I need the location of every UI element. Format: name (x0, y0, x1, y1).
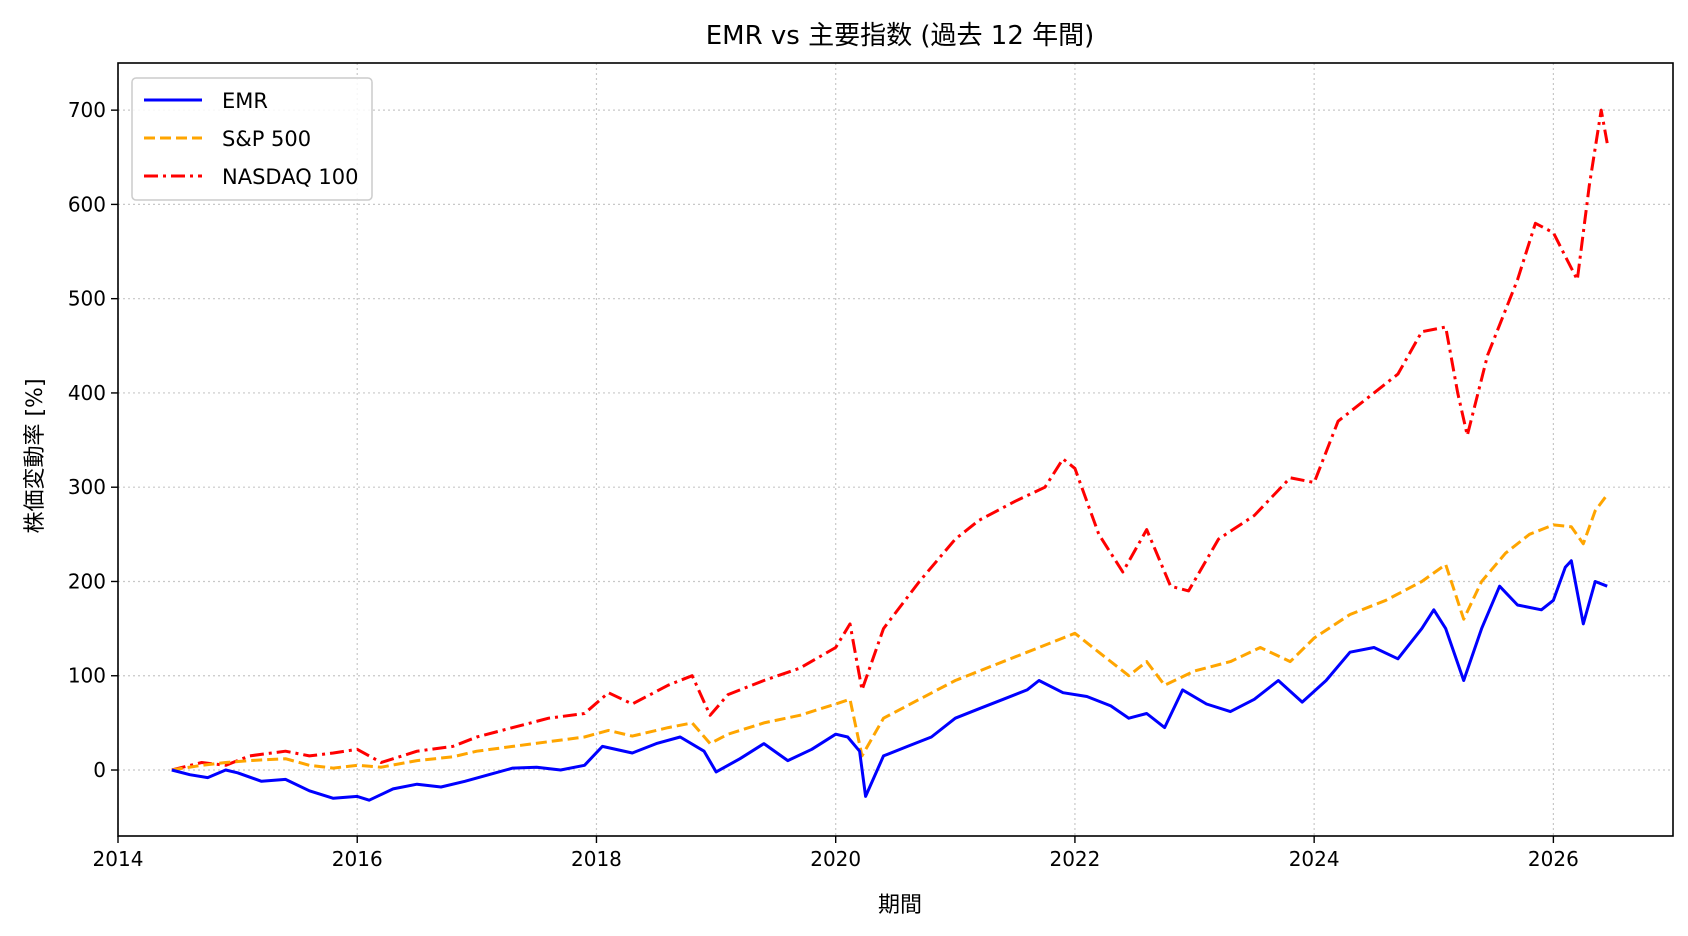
x-tick-label: 2020 (810, 847, 861, 871)
y-axis-label: 株価変動率 [%] (23, 378, 48, 533)
plot-frame (117, 62, 1674, 837)
y-tick-label: 100 (68, 664, 106, 688)
series-line-nasdaq-100 (171, 108, 1609, 772)
y-tick-label: 300 (68, 475, 106, 499)
y-tick-label: 400 (68, 381, 106, 405)
series-line-s-p-500 (171, 493, 1609, 772)
y-tick-label: 200 (68, 569, 106, 593)
x-tick-label: 2014 (93, 847, 144, 871)
x-tick-label: 2026 (1528, 847, 1579, 871)
legend-label-emr: EMR (222, 89, 268, 113)
chart-title: EMR vs 主要指数 (過去 12 年間) (706, 21, 1095, 51)
legend-box (131, 77, 373, 201)
x-tick-label: 2018 (571, 847, 622, 871)
axis-ticks: 2014 2016 2018 2020 2022 2024 2026 0 100 200 300 40… (68, 98, 1579, 871)
y-tick-label: 500 (68, 287, 106, 311)
legend: EMR S&P 500 NASDAQ 100 (131, 77, 373, 201)
x-axis-label: 期間 (878, 893, 922, 918)
y-tick-label: 700 (68, 98, 106, 122)
legend-label-nasdaq100: NASDAQ 100 (222, 165, 359, 189)
legend-label-sp500: S&P 500 (222, 127, 311, 151)
y-tick-label: 600 (68, 192, 106, 216)
y-tick-label: 0 (93, 758, 106, 782)
x-tick-label: 2024 (1289, 847, 1340, 871)
series-line-emr (171, 559, 1608, 802)
series-lines (171, 108, 1609, 802)
x-tick-label: 2022 (1049, 847, 1100, 871)
x-tick-label: 2016 (332, 847, 383, 871)
